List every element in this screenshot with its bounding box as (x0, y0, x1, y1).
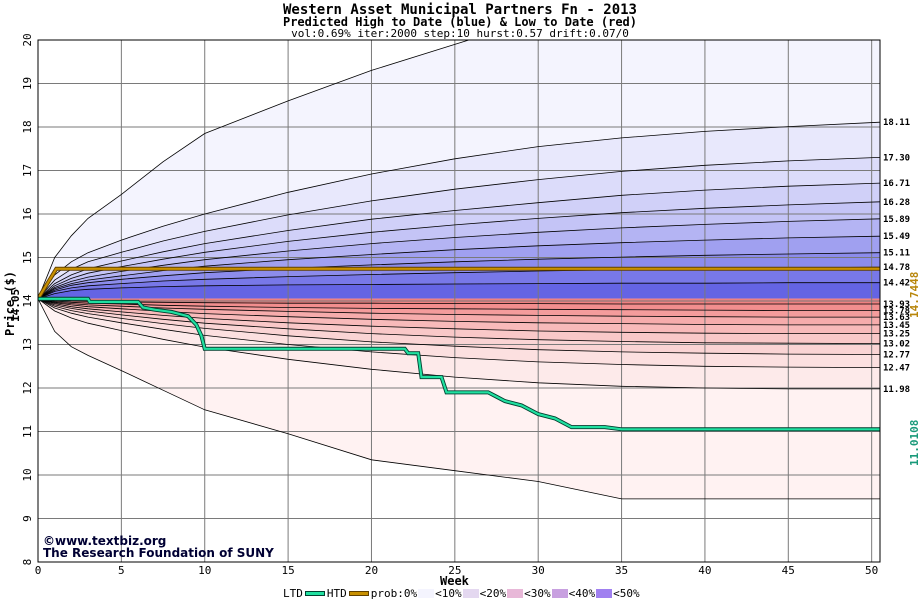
x-tick-label-7: 35 (615, 564, 628, 577)
y-tick-label-8: 16 (21, 207, 34, 220)
low-band-line-6 (38, 298, 880, 355)
y-tick-label-2: 10 (21, 468, 34, 481)
band-value-label-8: 18.11 (883, 118, 910, 128)
band-value-label-1: 14.78 (883, 263, 910, 273)
band-value-label-16: 12.47 (883, 364, 910, 374)
legend-item-40: <40% (568, 587, 596, 600)
credit-url-text: www.textbiz.org (55, 534, 167, 548)
credit-url: ©www.textbiz.org (43, 534, 167, 548)
plot-border (37, 39, 881, 563)
band-value-label-3: 15.49 (883, 232, 910, 242)
low-band-line-8 (38, 298, 880, 390)
legend-ltd-label: LTD (283, 587, 303, 600)
low-band-line-2 (38, 298, 880, 318)
low-band-line-9 (38, 298, 880, 500)
y-tick-label-7: 15 (21, 251, 34, 264)
high-band-line-5 (38, 201, 880, 300)
high-band-line-3 (38, 235, 880, 300)
band-value-label-0: 14.42 (883, 279, 910, 289)
legend-box-50 (596, 589, 613, 598)
x-tick-label-2: 10 (198, 564, 211, 577)
x-tick-label-4: 20 (365, 564, 378, 577)
x-tick-label-3: 15 (281, 564, 294, 577)
high-band-line-9 (38, 40, 471, 299)
y-tick-label-4: 12 (21, 381, 34, 394)
band-value-label-4: 15.89 (883, 215, 910, 225)
chart-subtitle: Predicted High to Date (blue) & Low to D… (282, 15, 637, 29)
band-value-label-10: 13.78 (883, 307, 910, 317)
y-tick-label-6: 14 (21, 294, 34, 308)
legend-box-30 (507, 589, 524, 598)
high-band-line-6 (38, 182, 880, 300)
chart-title: Western Asset Municipal Partners Fn - 20… (282, 2, 637, 18)
band-value-label-6: 16.71 (883, 179, 910, 189)
y-tick-label-12: 20 (21, 33, 34, 46)
band-value-label-2: 15.11 (883, 249, 910, 259)
ltd-line (38, 297, 880, 431)
chart-params: vol:0.69% iter:2000 step:10 hurst:0.57 d… (291, 27, 629, 40)
band-value-label-11: 13.63 (883, 313, 910, 323)
legend-item-50: <50% (613, 587, 640, 600)
y-tick-label-11: 19 (21, 77, 34, 90)
low-band-line-1 (38, 298, 880, 311)
x-tick-label-10: 50 (865, 564, 878, 577)
legend-htd-label: HTD (326, 587, 347, 600)
band-value-label-9: 13.93 (883, 300, 910, 310)
low-band-line-3 (38, 298, 880, 326)
band-value-label-15: 12.77 (883, 351, 910, 361)
x-tick-label-8: 40 (698, 564, 711, 577)
legend-box-40 (551, 589, 568, 598)
legend-htd-swatch (348, 591, 369, 596)
credit-org: The Research Foundation of SUNY (43, 546, 274, 560)
y-tick-label-10: 18 (21, 120, 34, 133)
y-tick-label-5: 13 (21, 338, 34, 351)
band-value-label-12: 13.45 (883, 321, 910, 331)
y-tick-label-1: 9 (21, 515, 34, 522)
legend-box-10 (418, 589, 435, 598)
x-tick-label-6: 30 (532, 564, 545, 577)
high-band-area-0 (38, 282, 880, 299)
x-tick-label-1: 5 (118, 564, 125, 577)
band-value-label-13: 13.25 (883, 330, 910, 340)
band-value-label-17: 11.98 (883, 385, 910, 395)
y-tick-label-0: 8 (21, 559, 34, 566)
legend-item-20: <20% (479, 587, 507, 600)
legend-prob-label: prob:0% (370, 587, 418, 600)
high-band-line-7 (38, 157, 880, 300)
band-value-label-14: 13.02 (883, 340, 910, 350)
htd-line (38, 267, 880, 300)
htd-end-value: 14.7448 (908, 271, 920, 318)
x-axis-label: Week (440, 574, 469, 588)
ltd-end-value: 11.0108 (908, 419, 920, 466)
legend-ltd-swatch (304, 591, 325, 596)
legend-item-10: <10% (435, 587, 462, 600)
legend-box-20 (462, 589, 479, 598)
high-band-line-0 (38, 282, 880, 300)
start-value-label: 14.05 (9, 288, 22, 322)
low-band-line-7 (38, 298, 880, 368)
low-band-line-5 (38, 298, 880, 344)
plot-area (38, 40, 880, 562)
y-tick-label-9: 17 (21, 164, 34, 177)
high-band-line-4 (38, 218, 880, 300)
legend-item-30: <30% (524, 587, 551, 600)
x-tick-label-0: 0 (35, 564, 42, 577)
x-tick-label-9: 45 (782, 564, 795, 577)
band-value-label-5: 16.28 (883, 198, 910, 208)
y-tick-label-3: 11 (21, 425, 34, 438)
legend: LTD HTD prob:0% <10% <20% <30% <40% <50% (283, 587, 640, 600)
x-tick-label-5: 25 (448, 564, 461, 577)
band-value-label-7: 17.30 (883, 153, 910, 163)
low-band-line-4 (38, 298, 880, 334)
